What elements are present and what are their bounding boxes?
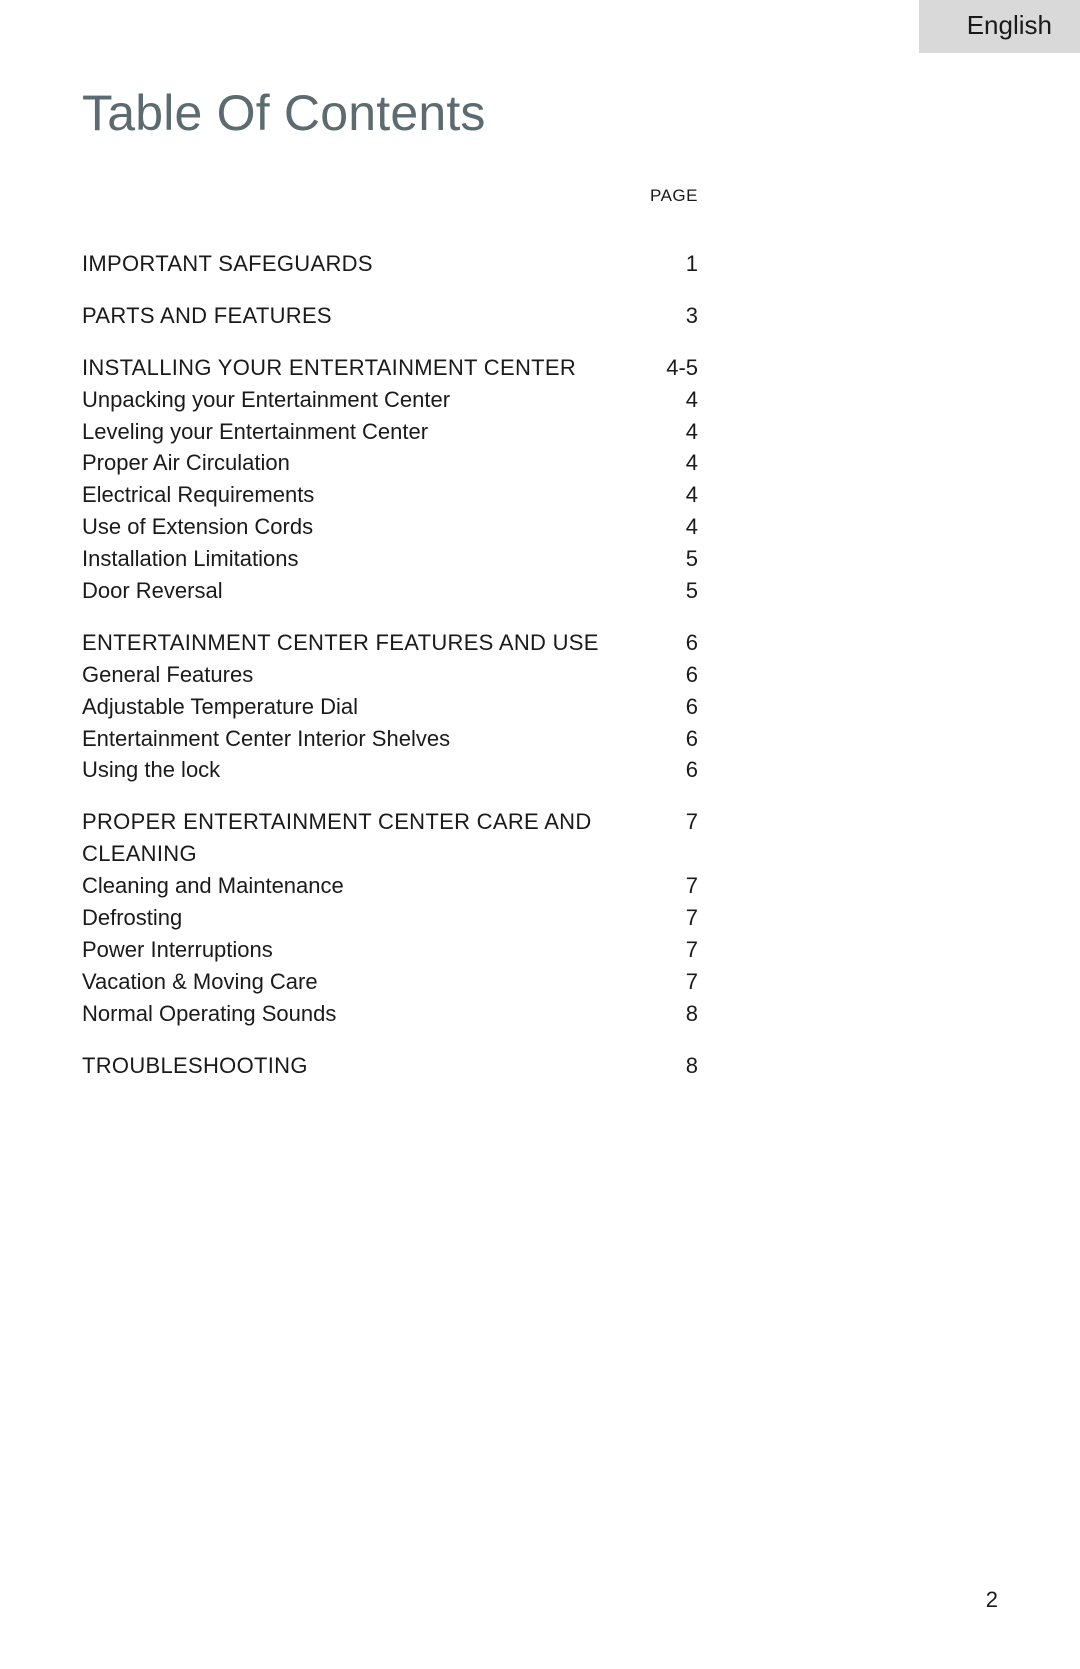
- toc-item-page: 7: [650, 902, 698, 934]
- toc-item: Using the lock 6: [82, 754, 698, 786]
- toc-heading-label: IMPORTANT SAFEGUARDS: [82, 248, 373, 280]
- toc-heading-label: TROUBLESHOOTING: [82, 1050, 308, 1082]
- toc-item: Vacation & Moving Care 7: [82, 966, 698, 998]
- toc-item: Entertainment Center Interior Shelves 6: [82, 723, 698, 755]
- toc-item-label: General Features: [82, 659, 253, 691]
- toc-item-page: 4: [650, 479, 698, 511]
- toc-item-page: 8: [650, 998, 698, 1030]
- page-title: Table Of Contents: [82, 84, 998, 142]
- toc-item-page: 4: [650, 511, 698, 543]
- toc-section-heading: PROPER ENTERTAINMENT CENTER CARE AND CLE…: [82, 806, 698, 870]
- language-tab: English: [919, 0, 1080, 53]
- toc-heading-label: PROPER ENTERTAINMENT CENTER CARE AND CLE…: [82, 806, 650, 870]
- toc-item: Leveling your Entertainment Center 4: [82, 416, 698, 448]
- toc-item-page: 6: [650, 723, 698, 755]
- toc-item-label: Leveling your Entertainment Center: [82, 416, 428, 448]
- toc-item: Adjustable Temperature Dial 6: [82, 691, 698, 723]
- toc-heading-page: 6: [650, 627, 698, 659]
- toc-item-label: Use of Extension Cords: [82, 511, 313, 543]
- toc-item: Defrosting 7: [82, 902, 698, 934]
- toc-heading-page: 1: [650, 248, 698, 280]
- toc-item-label: Unpacking your Entertainment Center: [82, 384, 450, 416]
- toc-item: General Features 6: [82, 659, 698, 691]
- toc-heading-label: PARTS AND FEATURES: [82, 300, 332, 332]
- toc-section-heading: INSTALLING YOUR ENTERTAINMENT CENTER 4-5: [82, 352, 698, 384]
- toc-item: Door Reversal 5: [82, 575, 698, 607]
- toc-item-label: Power Interruptions: [82, 934, 273, 966]
- toc-item-page: 4: [650, 384, 698, 416]
- toc-heading-label: INSTALLING YOUR ENTERTAINMENT CENTER: [82, 352, 576, 384]
- toc-item-label: Door Reversal: [82, 575, 223, 607]
- toc-item-label: Normal Operating Sounds: [82, 998, 336, 1030]
- toc-item-page: 6: [650, 659, 698, 691]
- toc-item-label: Vacation & Moving Care: [82, 966, 318, 998]
- toc-heading-label: ENTERTAINMENT CENTER FEATURES AND USE: [82, 627, 599, 659]
- toc-item-page: 4: [650, 416, 698, 448]
- toc-section-heading: IMPORTANT SAFEGUARDS 1: [82, 248, 698, 280]
- toc-item-label: Entertainment Center Interior Shelves: [82, 723, 450, 755]
- toc-item: Use of Extension Cords 4: [82, 511, 698, 543]
- toc-item-page: 6: [650, 754, 698, 786]
- toc-section: IMPORTANT SAFEGUARDS 1: [82, 248, 698, 280]
- toc-section-heading: PARTS AND FEATURES 3: [82, 300, 698, 332]
- toc-item: Normal Operating Sounds 8: [82, 998, 698, 1030]
- toc-item-label: Defrosting: [82, 902, 182, 934]
- toc-section: INSTALLING YOUR ENTERTAINMENT CENTER4-5U…: [82, 352, 698, 607]
- toc-section: ENTERTAINMENT CENTER FEATURES AND USE6Ge…: [82, 627, 698, 786]
- toc-item-label: Using the lock: [82, 754, 220, 786]
- toc-section-heading: ENTERTAINMENT CENTER FEATURES AND USE 6: [82, 627, 698, 659]
- toc-item-label: Adjustable Temperature Dial: [82, 691, 358, 723]
- toc-item: Installation Limitations 5: [82, 543, 698, 575]
- toc-item-label: Cleaning and Maintenance: [82, 870, 344, 902]
- toc-heading-page: 3: [650, 300, 698, 332]
- toc-item: Proper Air Circulation 4: [82, 447, 698, 479]
- page-column-header: PAGE: [82, 186, 998, 206]
- toc-section-heading: TROUBLESHOOTING 8: [82, 1050, 698, 1082]
- toc-item: Unpacking your Entertainment Center 4: [82, 384, 698, 416]
- toc-item: Electrical Requirements 4: [82, 479, 698, 511]
- toc-item-page: 5: [650, 575, 698, 607]
- toc-item: Power Interruptions 7: [82, 934, 698, 966]
- toc-heading-page: 7: [650, 806, 698, 838]
- toc-item-page: 7: [650, 870, 698, 902]
- toc-section: PARTS AND FEATURES 3: [82, 300, 698, 332]
- toc-item-page: 5: [650, 543, 698, 575]
- toc-item: Cleaning and Maintenance 7: [82, 870, 698, 902]
- table-of-contents: IMPORTANT SAFEGUARDS 1 PARTS AND FEATURES 3…: [82, 248, 998, 1081]
- toc-item-page: 6: [650, 691, 698, 723]
- toc-item-page: 4: [650, 447, 698, 479]
- toc-item-page: 7: [650, 934, 698, 966]
- page-number: 2: [986, 1587, 998, 1613]
- page-content: Table Of Contents PAGE IMPORTANT SAFEGUA…: [82, 84, 998, 1101]
- toc-section: PROPER ENTERTAINMENT CENTER CARE AND CLE…: [82, 806, 698, 1029]
- toc-item-page: 7: [650, 966, 698, 998]
- toc-item-label: Installation Limitations: [82, 543, 298, 575]
- toc-item-label: Electrical Requirements: [82, 479, 314, 511]
- toc-heading-page: 4-5: [650, 352, 698, 384]
- toc-item-label: Proper Air Circulation: [82, 447, 290, 479]
- toc-heading-page: 8: [650, 1050, 698, 1082]
- toc-section: TROUBLESHOOTING 8: [82, 1050, 698, 1082]
